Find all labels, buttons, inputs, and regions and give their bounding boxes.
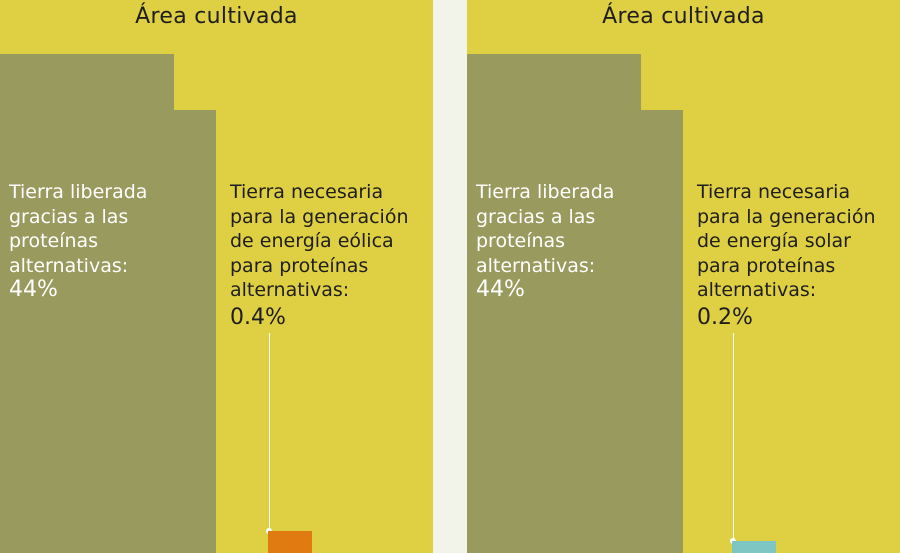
label-line: de energía eólica — [230, 230, 394, 252]
label-line: proteínas — [9, 230, 99, 252]
label-line: para la generación — [230, 205, 409, 228]
leader-line — [733, 333, 734, 541]
wind-energy-land-label: Tierra necesaria para la generación de e… — [230, 180, 430, 333]
label-line: alternativas: — [697, 279, 817, 301]
label-line: Tierra liberada — [9, 181, 148, 203]
wind-energy-land-value: 0.4% — [230, 304, 286, 330]
freed-land-value: 44% — [9, 277, 58, 302]
solar-energy-land-label: Tierra necesaria para la generación de e… — [697, 180, 897, 333]
chart-title: Área cultivada — [602, 4, 765, 29]
freed-land-area — [0, 110, 216, 553]
label-line: gracias a las — [9, 205, 129, 228]
freed-land-value: 44% — [476, 277, 525, 302]
wind-energy-land-bar — [268, 531, 312, 553]
chart-title: Área cultivada — [135, 4, 298, 29]
solar-energy-land-value: 0.2% — [697, 304, 753, 330]
label-line: gracias a las — [476, 205, 596, 228]
label-line: Tierra necesaria — [697, 181, 851, 203]
label-line: alternativas: — [476, 254, 596, 277]
freed-land-area-top — [0, 54, 174, 111]
label-line: alternativas: — [9, 254, 129, 277]
label-line: de energía solar — [697, 230, 851, 252]
leader-line — [269, 333, 270, 531]
solar-energy-land-bar — [732, 541, 776, 553]
label-line: Tierra liberada — [476, 181, 615, 203]
freed-land-label: Tierra liberada gracias a las proteínas … — [476, 180, 676, 303]
label-line: Tierra necesaria — [230, 181, 384, 203]
label-line: para proteínas — [230, 254, 369, 277]
chart-panel-wind: Área cultivada Tierra liberada gracias a… — [0, 0, 433, 553]
label-line: alternativas: — [230, 279, 350, 301]
freed-land-area — [467, 110, 683, 553]
chart-panel-solar: Área cultivada Tierra liberada gracias a… — [467, 0, 900, 553]
label-line: para proteínas — [697, 254, 836, 277]
label-line: proteínas — [476, 230, 566, 252]
freed-land-label: Tierra liberada gracias a las proteínas … — [9, 180, 209, 303]
freed-land-area-top — [467, 54, 641, 111]
label-line: para la generación — [697, 205, 876, 228]
